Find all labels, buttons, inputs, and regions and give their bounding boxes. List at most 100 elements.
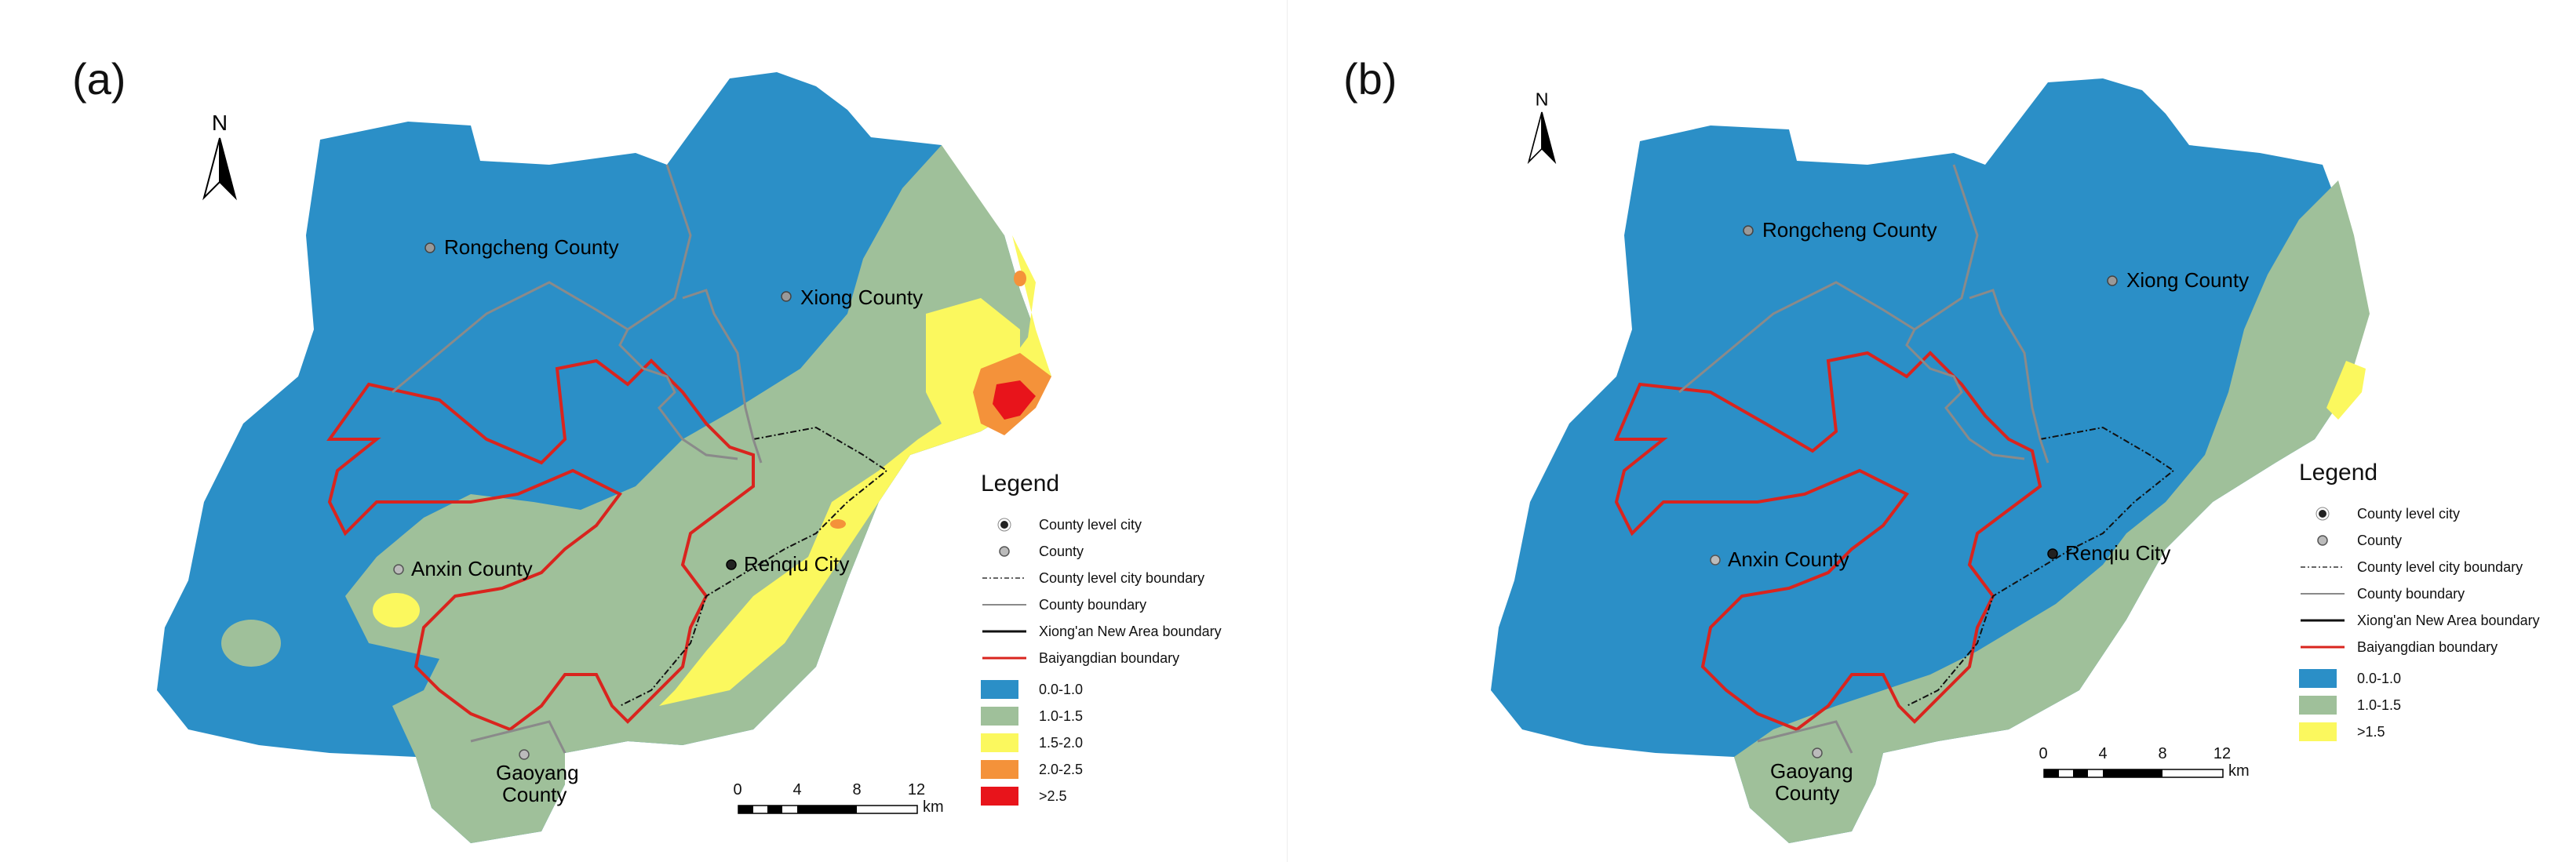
city-marker-renqiu [726, 559, 737, 570]
gray-line-icon [981, 595, 1028, 614]
label-anxin: Anxin County [1728, 547, 1849, 571]
county-marker-gaoyang [519, 749, 530, 760]
county-dot-icon [2299, 531, 2346, 550]
panel-label-a: (a) [72, 54, 126, 104]
legend-class-1: 1.0-1.5 [981, 703, 1222, 729]
region-fill-low [157, 72, 1051, 843]
xiongan-boundary [1906, 426, 2175, 707]
class-swatch [981, 760, 1018, 779]
scale-bar-a: 0 4 8 12 km [733, 781, 943, 816]
scale-unit: km [2228, 762, 2250, 780]
label-renqiu: Renqiu City [744, 552, 849, 576]
scale-tick-labels: 0 4 8 12 [733, 781, 926, 798]
label-renqiu: Renqiu City [2065, 541, 2170, 565]
black-line-icon [2299, 611, 2346, 630]
legend-class-1: 1.0-1.5 [2299, 692, 2540, 718]
class-swatch [981, 680, 1018, 699]
class-swatch [2299, 669, 2337, 688]
region-fill-veryhigh-dot [830, 519, 846, 529]
red-line-icon [981, 649, 1028, 667]
county-dot-icon [981, 542, 1028, 561]
county-marker-xiong [781, 291, 792, 302]
label-gaoyang-1: Gaoyang [1770, 759, 1853, 783]
scale-bar-graphic [738, 805, 918, 814]
scale-tick-labels: 0 4 8 12 [2039, 745, 2232, 762]
city-marker-renqiu [2047, 548, 2058, 559]
legend-item-county: County [981, 538, 1222, 565]
region-fill-high [2326, 361, 2366, 420]
legend-item-city-boundary: County level city boundary [2299, 554, 2540, 580]
city-dot-icon [2299, 504, 2346, 523]
legend-item-xiongan-boundary: Xiong'an New Area boundary [2299, 607, 2540, 634]
map-a: Rongcheng County Xiong County Anxin Coun… [157, 72, 1051, 843]
label-anxin: Anxin County [411, 557, 533, 580]
north-arrow-icon: N [202, 111, 237, 201]
label-gaoyang-2: County [502, 783, 567, 806]
baiyangdian-boundary [1613, 351, 2042, 732]
legend-class-0: 0.0-1.0 [981, 676, 1222, 703]
region-fill-moderate [1734, 180, 2370, 843]
region-fill-extreme [993, 380, 1036, 420]
legend-item-city: County level city [2299, 500, 2540, 527]
label-gaoyang-1: Gaoyang [496, 761, 579, 784]
class-swatch [981, 787, 1018, 806]
county-boundary [392, 164, 763, 754]
xiongan-boundary [619, 426, 888, 707]
legend-item-city-boundary: County level city boundary [981, 565, 1222, 591]
legend-item-county-boundary: County boundary [981, 591, 1222, 618]
legend-class-0: 0.0-1.0 [2299, 665, 2540, 692]
county-marker-xiong [2107, 275, 2118, 286]
black-line-icon [981, 622, 1028, 641]
region-fill-moderate-blob [221, 620, 281, 667]
legend-a: Legend County level city County County l… [981, 471, 1222, 809]
region-fill-high-blob [373, 593, 420, 627]
scale-bar-b: 0 4 8 12 km [2039, 745, 2249, 780]
city-dot-icon [981, 515, 1028, 534]
county-marker-anxin [1710, 555, 1721, 566]
label-rongcheng: Rongcheng County [1762, 218, 1937, 242]
region-fill-veryhigh-dot2 [1014, 271, 1026, 286]
region-fill-moderate [345, 145, 1051, 843]
region-fill-low [1491, 78, 2362, 843]
map-b: Rongcheng County Xiong County Anxin Coun… [1491, 78, 2370, 843]
county-marker-rongcheng [1743, 225, 1754, 236]
panel-divider [1287, 0, 1288, 862]
scale-unit: km [923, 798, 944, 816]
county-marker-rongcheng [424, 242, 435, 253]
class-swatch [981, 707, 1018, 726]
county-marker-gaoyang [1812, 747, 1823, 758]
scale-bar-graphic [2043, 769, 2224, 778]
class-swatch [2299, 722, 2337, 741]
map-panel-b: Rongcheng County Xiong County Anxin Coun… [1287, 0, 2576, 862]
dashdot-line-icon [2299, 558, 2346, 576]
map-panel-a: Rongcheng County Xiong County Anxin Coun… [0, 0, 1287, 862]
legend-title: Legend [2299, 460, 2378, 486]
legend-item-baiyangdian-boundary: Baiyangdian boundary [981, 645, 1222, 671]
red-line-icon [2299, 638, 2346, 657]
label-xiong: Xiong County [2126, 268, 2249, 292]
class-swatch [981, 733, 1018, 752]
dashdot-line-icon [981, 569, 1028, 587]
north-label: N [212, 111, 228, 135]
legend-item-county-boundary: County boundary [2299, 580, 2540, 607]
legend-class-3: 2.0-2.5 [981, 756, 1222, 783]
north-label: N [1536, 89, 1549, 110]
legend-title: Legend [981, 471, 1060, 496]
county-boundary [1678, 164, 2050, 754]
legend-item-baiyangdian-boundary: Baiyangdian boundary [2299, 634, 2540, 660]
baiyangdian-boundary [326, 358, 755, 732]
legend-class-4: >2.5 [981, 783, 1222, 809]
north-arrow-icon: N [1527, 89, 1557, 165]
legend-item-county: County [2299, 527, 2540, 554]
county-marker-anxin [393, 564, 404, 575]
legend-b: Legend County level city County County l… [2299, 460, 2540, 745]
legend-item-xiongan-boundary: Xiong'an New Area boundary [981, 618, 1222, 645]
label-rongcheng: Rongcheng County [444, 235, 619, 259]
gray-line-icon [2299, 584, 2346, 603]
legend-class-2: 1.5-2.0 [981, 729, 1222, 756]
label-gaoyang-2: County [1775, 781, 1839, 805]
class-swatch [2299, 696, 2337, 715]
panel-label-b: (b) [1343, 54, 1397, 104]
legend-item-city: County level city [981, 511, 1222, 538]
legend-class-2: >1.5 [2299, 718, 2540, 745]
